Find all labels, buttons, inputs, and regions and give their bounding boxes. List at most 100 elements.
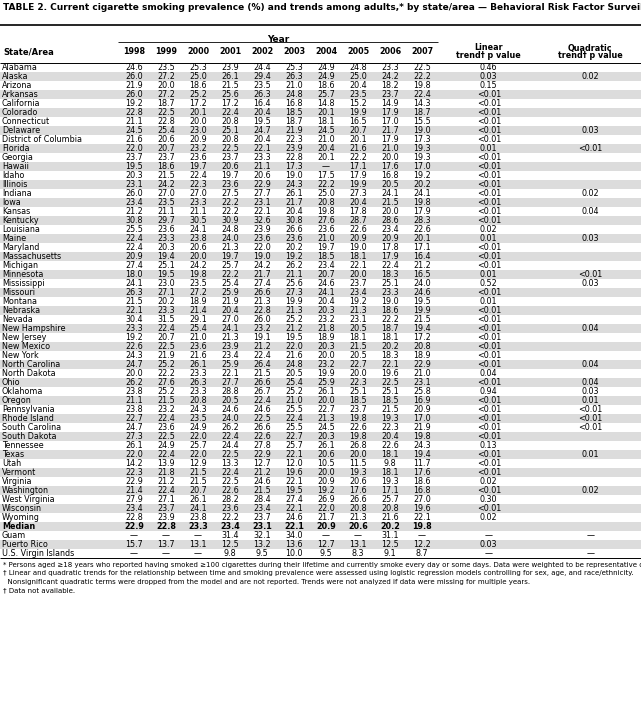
Text: 18.0: 18.0	[125, 270, 143, 279]
Text: 29.4: 29.4	[253, 72, 271, 81]
Text: 18.3: 18.3	[381, 270, 399, 279]
Text: 22.0: 22.0	[189, 432, 207, 441]
Text: 20.4: 20.4	[221, 306, 239, 315]
Text: 9.8: 9.8	[224, 549, 237, 558]
Text: 25.4: 25.4	[157, 126, 175, 135]
Text: 20.6: 20.6	[349, 477, 367, 486]
Text: 25.2: 25.2	[157, 360, 175, 369]
Text: 18.6: 18.6	[189, 81, 207, 90]
Text: 20.9: 20.9	[413, 405, 431, 414]
Text: <0.01: <0.01	[477, 504, 501, 513]
Text: 2005: 2005	[347, 47, 369, 56]
Text: 31.1: 31.1	[381, 531, 399, 540]
Text: Colorado: Colorado	[2, 108, 38, 117]
Text: 0.03: 0.03	[581, 279, 599, 288]
Text: <0.01: <0.01	[477, 333, 501, 342]
Bar	[0, 504, 641, 513]
Text: 18.9: 18.9	[317, 333, 335, 342]
Text: 32.1: 32.1	[253, 531, 271, 540]
Text: 2003: 2003	[283, 47, 305, 56]
Text: 21.8: 21.8	[157, 468, 175, 477]
Text: 21.2: 21.2	[253, 468, 271, 477]
Text: 20.2: 20.2	[381, 342, 399, 351]
Bar	[0, 108, 641, 117]
Text: 17.9: 17.9	[381, 252, 399, 261]
Text: 23.9: 23.9	[253, 225, 271, 234]
Text: 18.2: 18.2	[381, 81, 399, 90]
Text: 23.6: 23.6	[221, 504, 239, 513]
Text: 24.0: 24.0	[413, 279, 431, 288]
Text: 18.5: 18.5	[317, 252, 335, 261]
Text: trend† p value: trend† p value	[558, 52, 622, 61]
Text: 12.7: 12.7	[253, 459, 271, 468]
Text: 21.7: 21.7	[317, 513, 335, 522]
Text: 19.5: 19.5	[157, 270, 175, 279]
Bar	[0, 252, 641, 261]
Text: 19.5: 19.5	[413, 297, 431, 306]
Text: 27.1: 27.1	[157, 495, 175, 504]
Text: 17.6: 17.6	[381, 162, 399, 171]
Text: 16.8: 16.8	[285, 99, 303, 108]
Text: 18.7: 18.7	[285, 117, 303, 126]
Text: 19.2: 19.2	[317, 486, 335, 495]
Text: Kansas: Kansas	[2, 207, 30, 216]
Text: 18.3: 18.3	[381, 351, 399, 360]
Text: 22.7: 22.7	[317, 405, 335, 414]
Text: 27.0: 27.0	[413, 495, 431, 504]
Text: 23.3: 23.3	[381, 63, 399, 72]
Text: 11.5: 11.5	[349, 459, 367, 468]
Text: 22.2: 22.2	[221, 198, 239, 207]
Text: 26.1: 26.1	[125, 441, 143, 450]
Text: Quadratic: Quadratic	[568, 44, 613, 52]
Text: Alaska: Alaska	[2, 72, 28, 81]
Text: Pennsylvania: Pennsylvania	[2, 405, 54, 414]
Text: 25.5: 25.5	[285, 423, 303, 432]
Text: Vermont: Vermont	[2, 468, 37, 477]
Text: 29.1: 29.1	[189, 315, 207, 324]
Text: 19.6: 19.6	[285, 468, 303, 477]
Text: 10.0: 10.0	[285, 549, 303, 558]
Text: 21.9: 21.9	[221, 297, 239, 306]
Text: 17.3: 17.3	[413, 135, 431, 144]
Text: New Mexico: New Mexico	[2, 342, 50, 351]
Text: 23.9: 23.9	[157, 513, 175, 522]
Text: 22.7: 22.7	[349, 360, 367, 369]
Text: 22.5: 22.5	[221, 144, 239, 153]
Text: 23.6: 23.6	[189, 342, 207, 351]
Text: 24.6: 24.6	[317, 279, 335, 288]
Text: 25.1: 25.1	[381, 387, 399, 396]
Text: 21.7: 21.7	[253, 270, 271, 279]
Text: 20.0: 20.0	[317, 468, 335, 477]
Text: 22.8: 22.8	[125, 513, 143, 522]
Text: 25.2: 25.2	[285, 315, 303, 324]
Text: 24.9: 24.9	[317, 63, 335, 72]
Text: 22.6: 22.6	[253, 432, 271, 441]
Text: District of Columbia: District of Columbia	[2, 135, 82, 144]
Bar	[0, 522, 641, 531]
Text: 20.4: 20.4	[381, 432, 399, 441]
Text: 17.9: 17.9	[381, 108, 399, 117]
Text: 27.4: 27.4	[125, 261, 143, 270]
Text: 23.3: 23.3	[188, 522, 208, 531]
Text: 20.9: 20.9	[125, 252, 143, 261]
Text: <0.01: <0.01	[477, 324, 501, 333]
Text: 28.7: 28.7	[349, 216, 367, 225]
Text: 1998: 1998	[123, 47, 145, 56]
Text: 12.7: 12.7	[317, 540, 335, 549]
Bar	[0, 342, 641, 351]
Text: 20.4: 20.4	[285, 207, 303, 216]
Text: 22.1: 22.1	[285, 450, 303, 459]
Text: 23.3: 23.3	[125, 324, 143, 333]
Text: 20.2: 20.2	[413, 180, 431, 189]
Bar	[0, 144, 641, 153]
Text: 18.1: 18.1	[381, 333, 399, 342]
Text: 22.0: 22.0	[285, 342, 303, 351]
Text: <0.01: <0.01	[477, 378, 501, 387]
Text: 22.6: 22.6	[125, 342, 143, 351]
Text: 2001: 2001	[219, 47, 241, 56]
Text: 8.3: 8.3	[352, 549, 364, 558]
Text: <0.01: <0.01	[477, 171, 501, 180]
Text: 27.3: 27.3	[125, 432, 143, 441]
Text: 20.2: 20.2	[157, 297, 175, 306]
Text: 21.6: 21.6	[189, 351, 207, 360]
